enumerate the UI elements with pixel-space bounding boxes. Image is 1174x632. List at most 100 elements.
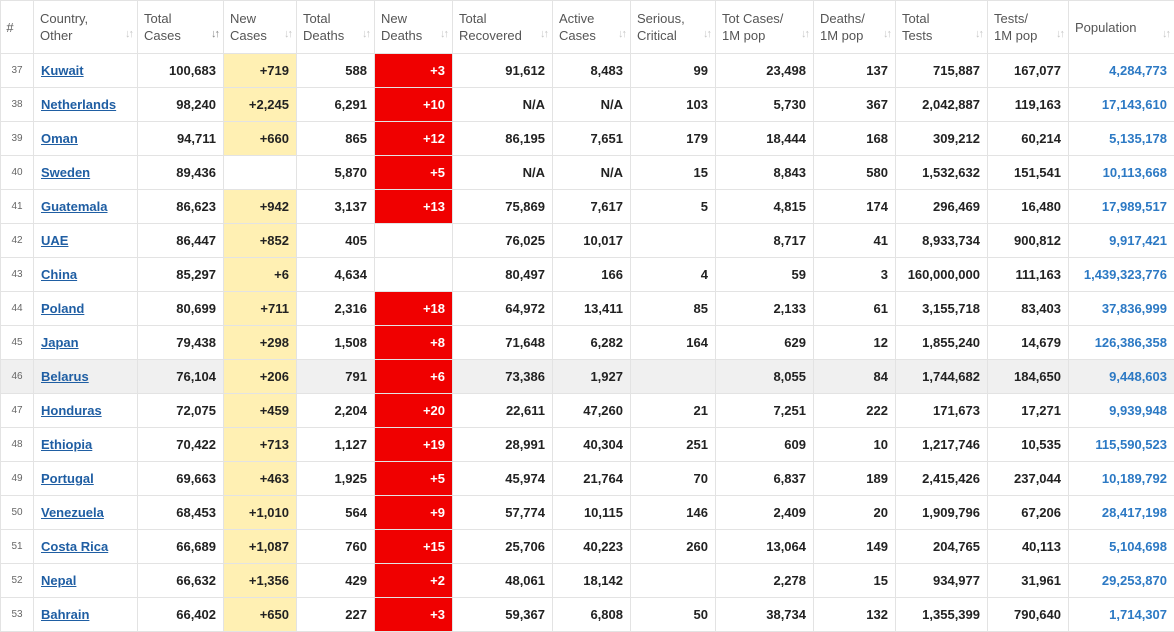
population-link[interactable]: 9,939,948 (1109, 403, 1167, 418)
column-header-active-cases[interactable]: Active Cases↓↑ (553, 1, 631, 54)
sort-arrows-icon[interactable]: ↓↑ (703, 26, 710, 43)
population-link[interactable]: 17,143,610 (1102, 97, 1167, 112)
sort-arrows-icon[interactable]: ↓↑ (362, 26, 369, 43)
column-header-country[interactable]: Country, Other↓↑ (34, 1, 138, 54)
total-cases-cell: 72,075 (138, 394, 224, 428)
population-link[interactable]: 9,917,421 (1109, 233, 1167, 248)
total-tests-cell: 204,765 (896, 530, 988, 564)
new-deaths-cell: +9 (375, 496, 453, 530)
column-header-total-recovered[interactable]: Total Recovered↓↑ (453, 1, 553, 54)
country-cell: Kuwait (34, 54, 138, 88)
country-link[interactable]: Bahrain (41, 607, 89, 622)
population-link[interactable]: 29,253,870 (1102, 573, 1167, 588)
population-link[interactable]: 10,113,668 (1103, 165, 1167, 180)
population-link[interactable]: 9,448,603 (1109, 369, 1167, 384)
sort-arrows-icon[interactable]: ↓↑ (211, 26, 218, 43)
sort-arrows-icon[interactable]: ↓↑ (440, 26, 447, 43)
serious-critical-cell: 21 (631, 394, 716, 428)
sort-arrows-icon[interactable]: ↓↑ (540, 26, 547, 43)
column-header-serious-critical[interactable]: Serious, Critical↓↑ (631, 1, 716, 54)
new-cases-cell: +2,245 (224, 88, 297, 122)
new-deaths-cell: +3 (375, 598, 453, 632)
country-link[interactable]: Honduras (41, 403, 102, 418)
country-link[interactable]: Poland (41, 301, 84, 316)
serious-critical-cell: 4 (631, 258, 716, 292)
column-header-cases-per-1m[interactable]: Tot Cases/ 1M pop↓↑ (716, 1, 814, 54)
sort-arrows-icon[interactable]: ↓↑ (618, 26, 625, 43)
total-recovered-cell: 28,991 (453, 428, 553, 462)
population-link[interactable]: 4,284,773 (1109, 63, 1167, 78)
country-link[interactable]: UAE (41, 233, 68, 248)
country-link[interactable]: Netherlands (41, 97, 116, 112)
total-tests-cell: 934,977 (896, 564, 988, 598)
column-header-total-deaths[interactable]: Total Deaths↓↑ (297, 1, 375, 54)
country-link[interactable]: Sweden (41, 165, 90, 180)
column-header-population[interactable]: Population↓↑ (1069, 1, 1174, 54)
tests-per-1m-cell: 167,077 (988, 54, 1069, 88)
sort-arrows-icon[interactable]: ↓↑ (1162, 26, 1169, 43)
population-link[interactable]: 126,386,358 (1095, 335, 1167, 350)
active-cases-cell: 21,764 (553, 462, 631, 496)
country-cell: Nepal (34, 564, 138, 598)
serious-critical-cell: 70 (631, 462, 716, 496)
cases-per-1m-cell: 629 (716, 326, 814, 360)
total-cases-cell: 79,438 (138, 326, 224, 360)
country-link[interactable]: Venezuela (41, 505, 104, 520)
sort-arrows-icon[interactable]: ↓↑ (1056, 26, 1063, 43)
country-link[interactable]: Belarus (41, 369, 89, 384)
column-header-new-cases[interactable]: New Cases↓↑ (224, 1, 297, 54)
country-link[interactable]: Ethiopia (41, 437, 92, 452)
population-link[interactable]: 37,836,999 (1102, 301, 1167, 316)
population-link[interactable]: 5,104,698 (1109, 539, 1167, 554)
total-recovered-cell: 64,972 (453, 292, 553, 326)
rank-cell: 46 (1, 360, 34, 394)
new-cases-cell: +852 (224, 224, 297, 258)
total-deaths-cell: 3,137 (297, 190, 375, 224)
country-link[interactable]: Kuwait (41, 63, 84, 78)
sort-arrows-icon[interactable]: ↓↑ (883, 26, 890, 43)
active-cases-cell: 40,304 (553, 428, 631, 462)
column-header-new-deaths[interactable]: New Deaths↓↑ (375, 1, 453, 54)
sort-arrows-icon[interactable]: ↓↑ (801, 26, 808, 43)
country-link[interactable]: Portugal (41, 471, 94, 486)
column-header-label: Active Cases (559, 10, 624, 44)
total-deaths-cell: 227 (297, 598, 375, 632)
country-link[interactable]: Japan (41, 335, 79, 350)
column-header-total-cases[interactable]: Total Cases↓↑ (138, 1, 224, 54)
country-link[interactable]: Guatemala (41, 199, 107, 214)
population-link[interactable]: 115,590,523 (1095, 437, 1167, 452)
tests-per-1m-cell: 67,206 (988, 496, 1069, 530)
sort-arrows-icon[interactable]: ↓↑ (284, 26, 291, 43)
active-cases-cell: 40,223 (553, 530, 631, 564)
new-cases-cell: +942 (224, 190, 297, 224)
serious-critical-cell (631, 360, 716, 394)
column-header-label: Tests/ 1M pop (994, 10, 1062, 44)
country-link[interactable]: China (41, 267, 77, 282)
new-deaths-cell: +15 (375, 530, 453, 564)
total-deaths-cell: 1,925 (297, 462, 375, 496)
population-link[interactable]: 28,417,198 (1102, 505, 1167, 520)
column-header-total-tests[interactable]: Total Tests↓↑ (896, 1, 988, 54)
total-recovered-cell: 48,061 (453, 564, 553, 598)
country-link[interactable]: Costa Rica (41, 539, 108, 554)
population-link[interactable]: 1,714,307 (1109, 607, 1167, 622)
total-recovered-cell: 75,869 (453, 190, 553, 224)
sort-arrows-icon[interactable]: ↓↑ (125, 26, 132, 43)
header-row: #Country, Other↓↑Total Cases↓↑New Cases↓… (1, 1, 1174, 54)
population-link[interactable]: 5,135,178 (1109, 131, 1167, 146)
column-header-label: Total Tests (902, 10, 981, 44)
population-link[interactable]: 1,439,323,776 (1084, 267, 1167, 282)
sort-arrows-icon[interactable]: ↓↑ (975, 26, 982, 43)
total-cases-cell: 86,447 (138, 224, 224, 258)
population-link[interactable]: 17,989,517 (1102, 199, 1167, 214)
country-link[interactable]: Nepal (41, 573, 76, 588)
country-link[interactable]: Oman (41, 131, 78, 146)
new-deaths-cell: +18 (375, 292, 453, 326)
total-recovered-cell: 91,612 (453, 54, 553, 88)
column-header-tests-per-1m[interactable]: Tests/ 1M pop↓↑ (988, 1, 1069, 54)
new-deaths-cell: +19 (375, 428, 453, 462)
population-link[interactable]: 10,189,792 (1102, 471, 1167, 486)
column-header-deaths-per-1m[interactable]: Deaths/ 1M pop↓↑ (814, 1, 896, 54)
